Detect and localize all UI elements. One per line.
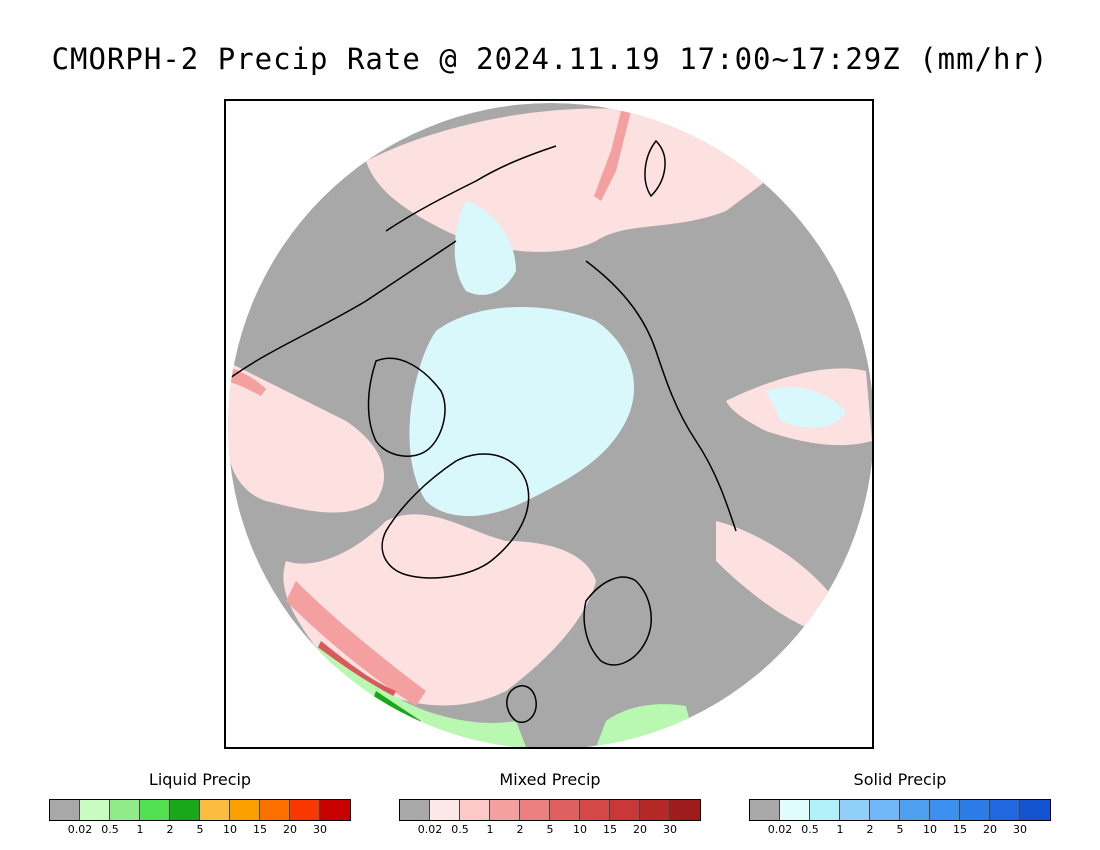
legend-tick-label: 0.5 <box>801 823 819 836</box>
legend-tick-label: 0.02 <box>67 823 93 836</box>
legend-swatch <box>780 800 810 820</box>
legend-tick-label: 0.5 <box>451 823 469 836</box>
mixed-precip-band-atlantic <box>286 581 426 706</box>
polar-map <box>224 99 874 749</box>
legend-swatch <box>610 800 640 820</box>
legend-swatch <box>520 800 550 820</box>
legend-tick-label: 5 <box>196 823 204 836</box>
solid-precip-region-bering <box>454 201 516 295</box>
legend-tick-labels: 0.02 0.5 1 2 5 10 15 20 30 <box>49 823 351 837</box>
legend-swatch <box>810 800 840 820</box>
alaska-coastline <box>385 145 557 232</box>
chart-title: CMORPH-2 Precip Rate @ 2024.11.19 17:00~… <box>51 42 1049 76</box>
legend-title: Solid Precip <box>853 770 947 789</box>
legend-swatch <box>200 800 230 820</box>
polar-precip-map-svg <box>228 103 872 747</box>
legend-tick-label: 20 <box>633 823 647 836</box>
scandinavia-coastline <box>583 576 652 666</box>
greenland-coastline <box>381 453 530 579</box>
legend-swatch <box>460 800 490 820</box>
legend-tick-label: 2 <box>166 823 174 836</box>
legend-swatch <box>670 800 700 820</box>
legend-tick-label: 30 <box>663 823 677 836</box>
legend-swatch <box>290 800 320 820</box>
legend-title: Mixed Precip <box>499 770 601 789</box>
legend-tick-label: 15 <box>953 823 967 836</box>
legend-swatch <box>990 800 1020 820</box>
solid-precip-region-ural <box>766 387 846 428</box>
legend-tick-labels: 0.02 0.5 1 2 5 10 15 20 30 <box>749 823 1051 837</box>
legend-tick-label: 30 <box>1013 823 1027 836</box>
legend-swatch <box>750 800 780 820</box>
mixed-precip-region-canada <box>228 361 385 513</box>
coastlines <box>228 139 737 723</box>
legend-tick-label: 2 <box>516 823 524 836</box>
legend-color-bar <box>399 799 701 821</box>
legend-tick-label: 1 <box>136 823 144 836</box>
legend-swatch <box>900 800 930 820</box>
legend-tick-label: 10 <box>573 823 587 836</box>
legend-swatch <box>580 800 610 820</box>
legend-swatch <box>430 800 460 820</box>
legend-swatch <box>80 800 110 820</box>
legend-mixed-precip: Mixed Precip 0.02 0.5 1 2 5 10 15 20 30 <box>399 770 701 837</box>
mixed-precip-streak-north <box>594 111 631 201</box>
legend-swatch <box>870 800 900 820</box>
legend-liquid-precip: Liquid Precip 0.02 0.5 1 2 5 10 15 20 30 <box>49 770 351 837</box>
north-america-coastline <box>228 240 457 382</box>
legend-swatch <box>840 800 870 820</box>
legend-tick-label: 15 <box>603 823 617 836</box>
legend-swatch <box>930 800 960 820</box>
legend-tick-label: 0.02 <box>417 823 443 836</box>
legend-tick-label: 15 <box>253 823 267 836</box>
legend-swatch <box>50 800 80 820</box>
legend-color-bar <box>749 799 1051 821</box>
legend-tick-label: 5 <box>896 823 904 836</box>
solid-precip-region-arctic <box>409 307 635 516</box>
siberia-coastline <box>585 260 737 532</box>
kamchatka-coastline <box>644 139 666 198</box>
legend-tick-label: 10 <box>923 823 937 836</box>
legend-tick-label: 0.5 <box>101 823 119 836</box>
legend-swatch <box>640 800 670 820</box>
legend-tick-label: 1 <box>836 823 844 836</box>
legend-swatch <box>960 800 990 820</box>
legend-tick-label: 30 <box>313 823 327 836</box>
legend-tick-label: 0.02 <box>767 823 793 836</box>
british-isles-coastline <box>506 685 537 723</box>
legend-solid-precip: Solid Precip 0.02 0.5 1 2 5 10 15 20 30 <box>749 770 1051 837</box>
legend-swatch <box>260 800 290 820</box>
mixed-precip-region-asia <box>716 521 836 631</box>
legend-swatch <box>550 800 580 820</box>
legend-swatch <box>490 800 520 820</box>
legend-tick-label: 1 <box>486 823 494 836</box>
legend-tick-label: 10 <box>223 823 237 836</box>
mixed-precip-core-atlantic <box>316 641 396 701</box>
legend-swatch <box>1020 800 1050 820</box>
legend-tick-label: 2 <box>866 823 874 836</box>
canadian-archipelago-coastline <box>367 357 446 457</box>
legend-swatch <box>110 800 140 820</box>
legend-swatch <box>170 800 200 820</box>
legend-tick-label: 20 <box>283 823 297 836</box>
legend-swatch <box>320 800 350 820</box>
legend-swatch <box>140 800 170 820</box>
legend-tick-labels: 0.02 0.5 1 2 5 10 15 20 30 <box>399 823 701 837</box>
legend-color-bar <box>49 799 351 821</box>
legend-title: Liquid Precip <box>148 770 252 789</box>
legend-swatch <box>400 800 430 820</box>
legend-tick-label: 20 <box>983 823 997 836</box>
legend-tick-label: 5 <box>546 823 554 836</box>
legend-swatch <box>230 800 260 820</box>
